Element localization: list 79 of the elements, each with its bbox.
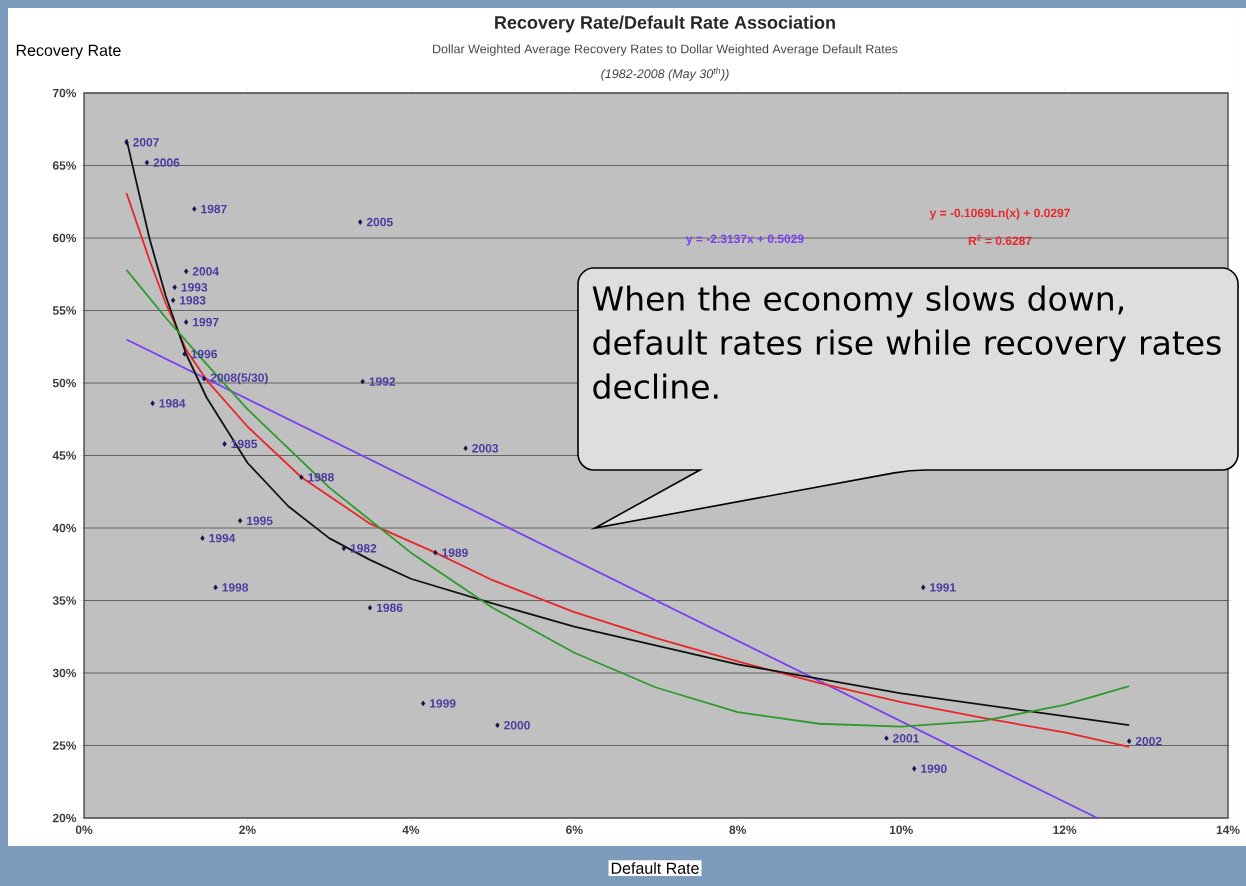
y-tick-label: 40% [52,523,77,533]
point [182,351,187,357]
point [237,517,243,524]
annotation: 1984 [159,399,186,408]
annotation: 1983 [180,296,206,305]
point [884,735,889,742]
annotation: 1997 [193,317,219,327]
annotation: 1995 [247,516,273,525]
y-tick-label: 55% [52,306,77,315]
point [912,765,917,772]
x-tick-label: 4% [402,825,420,834]
annotation: 2005 [366,217,393,227]
annotation: 1992 [369,377,396,386]
annotation: 2001 [893,734,919,743]
y-tick-label: 30% [52,668,77,678]
y-tick-label: 25% [52,741,77,750]
x-tick-label: 2% [239,825,256,835]
annotation: 2002 [1135,736,1162,746]
point [367,604,373,611]
point [150,400,155,407]
text: (1982-2008 (May 30$^{th}$)) [601,67,729,81]
x-tick-label: 14% [1216,825,1240,834]
point [200,535,205,541]
x-tick-label: 0% [75,825,93,835]
annotation: 2006 [153,158,180,167]
x-tick-label: 10% [889,825,913,835]
point [222,441,227,447]
annotation: 2000 [504,720,530,730]
annotation: 1990 [921,764,947,773]
point [358,219,363,225]
y-tick-label: 60% [52,233,77,243]
y-tick-label: 70% [52,88,77,98]
point [495,722,500,729]
y-tick-label: 20% [52,813,77,823]
annotation: 1991 [930,583,956,592]
y-tick-label: 65% [52,161,77,170]
x-tick-label: 6% [566,825,583,835]
annotation: 1989 [442,548,468,557]
y-tick-label: 50% [52,378,77,388]
point [213,584,218,591]
annotation: 2003 [472,444,499,453]
annotation: 1994 [209,533,236,543]
point [433,549,438,556]
point [1126,738,1132,744]
annotation: 1999 [430,699,456,708]
point [144,159,150,166]
annotation: 1986 [376,603,403,612]
x-tick-label: 8% [729,825,747,835]
point [463,445,468,452]
point [184,268,189,275]
y-tick-label: 35% [52,596,77,605]
annotation: 2007 [133,138,159,147]
point [921,584,926,591]
point [184,319,189,325]
x-axis-title: Default Rate [611,862,699,874]
point [420,700,426,707]
point [341,545,347,552]
annotation: 1982 [350,544,377,553]
y-tick-label: 45% [52,451,77,460]
annotation: y = -2.3137x + 0.5029 [686,234,804,246]
annotation: 1993 [181,283,208,292]
chart-title: Recovery Rate/Default Rate Association [495,15,835,33]
point [124,139,129,146]
point [170,297,176,304]
point [201,375,207,382]
annotation: 1998 [222,583,249,592]
y-axis-title: Recovery Rate [16,44,121,60]
line-series [125,269,1131,728]
annotation: 2004 [192,267,219,276]
point [192,206,197,212]
point [172,284,177,291]
x-tick-label: 12% [1053,825,1077,835]
annotation: R$^{2}$ = 0.6287 [968,234,1032,246]
point [360,378,365,385]
point [299,474,304,481]
chart-subtitle: Dollar Weighted Average Recovery Rates to Dollar Weighted Average Default Rates [433,44,898,56]
annotation: When the economy slows down, default rates rise while recovery rates decline. [592,285,1221,400]
annotation: 1987 [201,204,227,214]
annotation: y = -0.1069Ln(x) + 0.0297 [929,208,1070,220]
